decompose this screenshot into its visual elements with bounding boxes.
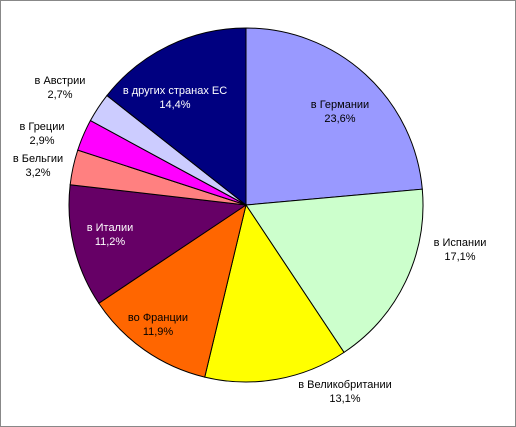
pie-slice (106, 27, 247, 207)
value-label: 11,9% (143, 326, 174, 338)
value-label: 2,7% (47, 89, 72, 101)
value-label: 11,2% (95, 236, 126, 248)
pie-slice (68, 184, 248, 304)
value-label: 23,6% (324, 113, 355, 125)
slice-label: в Греции (19, 121, 64, 133)
slice-label: в других странах ЕС (123, 85, 227, 97)
slice-label: в Великобритании (298, 379, 392, 391)
slice-label: в Бельгии (13, 153, 63, 165)
pie-slice (204, 203, 345, 383)
slice-label: во Франции (128, 312, 188, 324)
value-label: 13,1% (329, 393, 360, 405)
slice-label: в Австрии (35, 75, 86, 87)
value-label: 17,1% (444, 251, 475, 263)
pie-slice (98, 203, 247, 378)
slice-label: в Германии (311, 99, 369, 111)
pie-slice (245, 27, 423, 206)
value-label: 14,4% (159, 99, 190, 111)
slice-label: в Италии (87, 222, 134, 234)
value-label: 3,2% (25, 167, 50, 179)
value-label: 2,9% (29, 135, 54, 147)
pie-slice (245, 188, 424, 354)
slice-label: в Испании (434, 237, 487, 249)
